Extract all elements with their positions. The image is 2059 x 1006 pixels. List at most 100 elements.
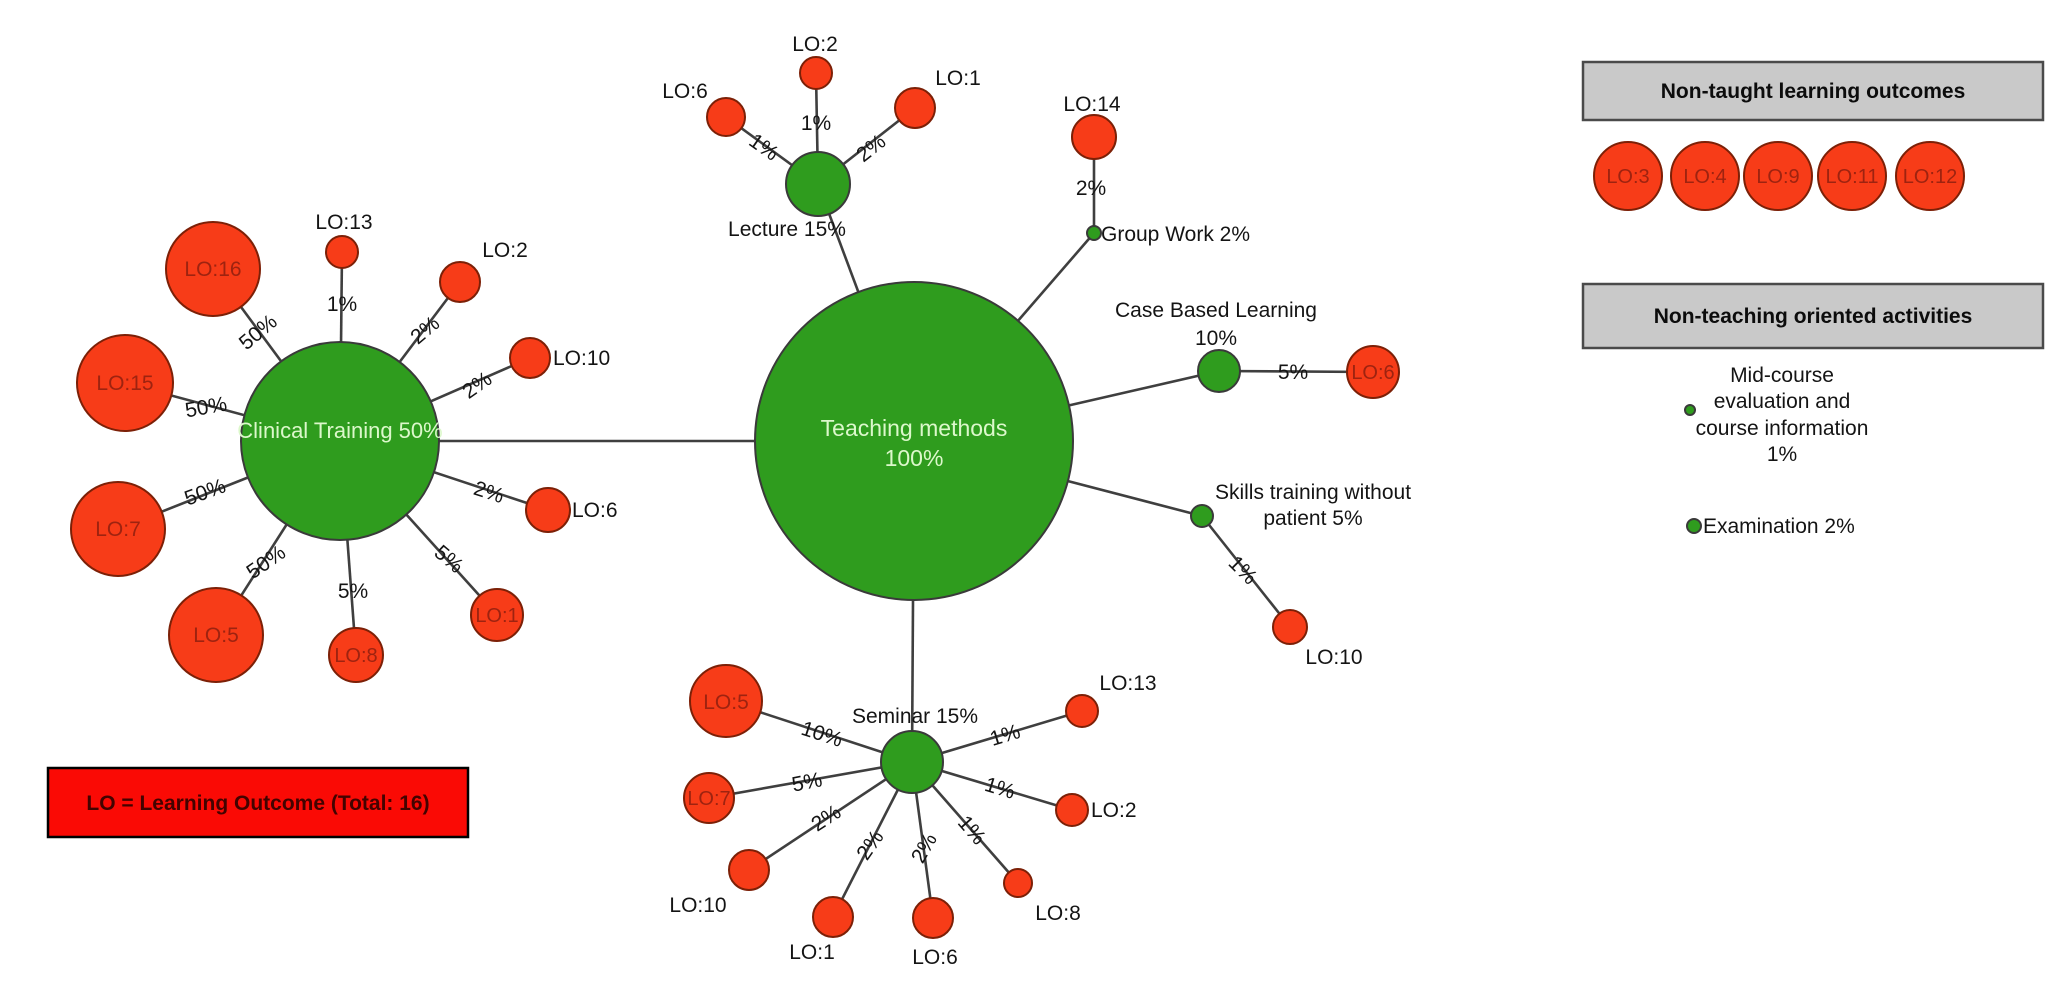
node-seminar-lo7	[683, 772, 735, 824]
clinical-lo7-pct: 50%	[181, 474, 228, 510]
clinical-lo10-pct: 2%	[458, 367, 496, 403]
node-clinical-lo10	[509, 337, 551, 379]
lecture-lo2-label: LO:2	[792, 33, 838, 56]
node-examination-dot	[1686, 518, 1702, 534]
casebased-cluster-labels: LO:6 5%	[1278, 361, 1395, 384]
node-seminar-lo10	[728, 849, 770, 891]
nontaught-lo12-label: LO:12	[1903, 166, 1957, 188]
lecture-lo1-pct: 2%	[852, 130, 890, 167]
clinical-lo7-label: LO:7	[95, 518, 141, 541]
node-groupwork-lo14	[1071, 114, 1117, 160]
legend: LO = Learning Outcome (Total: 16)	[46, 766, 470, 839]
seminar-lo2-label: LO:2	[1091, 799, 1137, 822]
skills-label-line2: patient 5%	[1263, 507, 1362, 530]
casebased-lo6-label: LO:6	[1351, 362, 1394, 384]
node-group-work	[1086, 225, 1102, 241]
clinical-lo15-label: LO:15	[96, 372, 153, 395]
teaching-methods-label-line2: 100%	[885, 445, 944, 471]
clinical-lo13-label: LO:13	[315, 211, 372, 234]
case-based-label-line2: 10%	[1195, 327, 1237, 350]
node-seminar-lo2	[1055, 793, 1089, 827]
clinical-lo16-label: LO:16	[184, 258, 241, 281]
skills-label-line1: Skills training without	[1215, 481, 1411, 504]
node-lecture-lo6	[706, 97, 746, 137]
node-nontaught-lo3	[1593, 141, 1663, 211]
node-labels: Teaching methods 100% Clinical Training …	[237, 218, 1411, 728]
clinical-lo8-label: LO:8	[334, 645, 377, 667]
seminar-lo13-pct: 1%	[987, 720, 1023, 751]
mid-course-line4: 1%	[1767, 443, 1797, 466]
seminar-lo5-label: LO:5	[703, 691, 749, 714]
clinical-lo10-label: LO:10	[553, 347, 610, 370]
seminar-lo7-label: LO:7	[687, 788, 730, 810]
clinical-lo15-pct: 50%	[183, 393, 228, 423]
nontaught-lo9-label: LO:9	[1756, 166, 1799, 188]
group-work-label: Group Work 2%	[1101, 223, 1250, 246]
node-nontaught-lo9	[1743, 141, 1813, 211]
node-seminar-lo13	[1065, 694, 1099, 728]
teaching-methods-label-line1: Teaching methods	[821, 415, 1008, 441]
mid-course-line3: course information	[1696, 417, 1869, 440]
clinical-lo1-label: LO:1	[475, 605, 518, 627]
examination-label: Examination 2%	[1703, 515, 1855, 538]
non-teaching-header-box	[1581, 282, 2045, 350]
case-based-label-line1: Case Based Learning	[1115, 299, 1317, 322]
node-clinical-lo1	[470, 588, 524, 642]
seminar-lo6-pct: 2%	[907, 829, 942, 867]
node-mid-course-dot	[1684, 404, 1696, 416]
nontaught-lo4-label: LO:4	[1683, 166, 1726, 188]
edge-seminar-lo10	[748, 760, 913, 872]
node-seminar-lo8	[1003, 868, 1033, 898]
skills-lo10-label: LO:10	[1305, 646, 1362, 669]
node-lecture-lo1	[894, 87, 936, 129]
seminar-lo8-label: LO:8	[1035, 902, 1081, 925]
clinical-lo5-pct: 50%	[242, 541, 290, 584]
clinical-lo2-pct: 2%	[406, 312, 444, 349]
node-seminar-lo5	[689, 664, 763, 738]
non-taught-panel: Non-taught learning outcomes LO:3 LO:4 L…	[1581, 60, 2045, 211]
non-teaching-panel: Non-teaching oriented activities Mid-cou…	[1581, 282, 2045, 538]
node-nontaught-lo11	[1817, 141, 1887, 211]
legend-background-box	[46, 766, 470, 839]
node-clinical-lo8	[328, 627, 384, 683]
node-clinical-lo16	[165, 221, 261, 317]
clinical-lo16-pct: 50%	[235, 310, 282, 355]
seminar-lo10-label: LO:10	[669, 894, 726, 917]
node-clinical-lo6	[525, 487, 571, 533]
clinical-training-label: Clinical Training 50%	[237, 418, 442, 443]
node-skills-lo10	[1272, 609, 1308, 645]
node-skills-training	[1190, 504, 1214, 528]
node-clinical-lo15	[76, 334, 174, 432]
clinical-lo6-label: LO:6	[572, 499, 618, 522]
nontaught-lo3-label: LO:3	[1606, 166, 1649, 188]
legend-label: LO = Learning Outcome (Total: 16)	[86, 792, 429, 815]
lecture-lo2-pct: 1%	[801, 112, 831, 135]
seminar-cluster-labels: LO:5 10% LO:7 5% LO:10 2% LO:1 2% LO:6 2…	[669, 672, 1156, 969]
mid-course-line2: evaluation and	[1714, 390, 1851, 413]
edge-seminar-lo7	[708, 760, 913, 800]
node-clinical-lo5	[168, 587, 264, 683]
seminar-lo10-pct: 2%	[807, 801, 845, 837]
lecture-lo6-label: LO:6	[662, 80, 708, 103]
node-teaching-methods	[754, 281, 1074, 601]
groupwork-lo14-label: LO:14	[1063, 93, 1121, 116]
seminar-lo5-pct: 10%	[798, 717, 845, 752]
node-seminar	[880, 730, 944, 794]
seminar-lo2-pct: 1%	[982, 773, 1018, 804]
seminar-lo6-label: LO:6	[912, 946, 958, 969]
casebased-lo6-pct: 5%	[1278, 361, 1308, 384]
groupwork-lo14-pct: 2%	[1076, 177, 1106, 200]
clinical-lo8-pct: 5%	[338, 580, 368, 603]
clinical-lo5-label: LO:5	[193, 624, 239, 647]
node-clinical-lo13	[325, 235, 359, 269]
clinical-lo2-label: LO:2	[482, 239, 528, 262]
mid-course-line1: Mid-course	[1730, 364, 1834, 387]
seminar-lo1-label: LO:1	[789, 941, 835, 964]
node-lecture-lo2	[799, 56, 833, 90]
seminar-label: Seminar 15%	[852, 705, 978, 728]
node-nontaught-lo4	[1670, 141, 1740, 211]
seminar-lo1-pct: 2%	[852, 826, 888, 864]
non-taught-header-title: Non-taught learning outcomes	[1661, 80, 1966, 103]
